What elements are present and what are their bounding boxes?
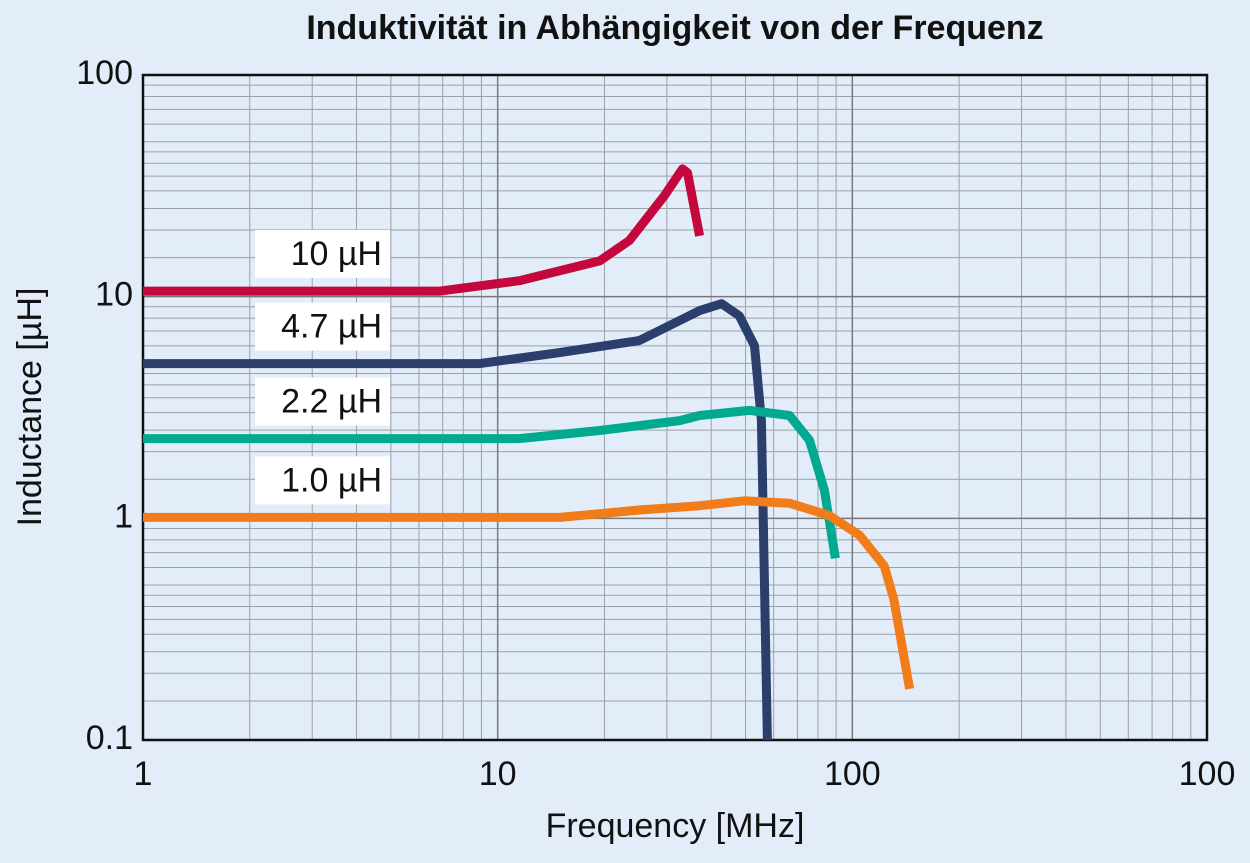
- y-tick-label: 0.1: [86, 719, 133, 757]
- y-axis-label: Inductance [µH]: [11, 288, 49, 527]
- x-axis-label: Frequency [MHz]: [546, 807, 805, 845]
- y-tick-label: 1: [114, 497, 133, 535]
- series-line: [143, 164, 705, 296]
- x-tick-label: 100: [1179, 755, 1236, 793]
- series-label-box: [255, 302, 390, 351]
- series-label: 4.7 µH: [281, 308, 382, 346]
- series-label: 2.2 µH: [281, 383, 382, 421]
- x-tick-label: 100: [824, 755, 881, 793]
- series-label: 1.0 µH: [281, 461, 382, 499]
- series-label-box: [255, 377, 390, 426]
- x-tick-label: 1: [134, 755, 153, 793]
- x-tick-label: 10: [479, 755, 517, 793]
- series-label-box: [255, 456, 390, 505]
- y-tick-label: 10: [95, 276, 133, 314]
- plot-frame: [141, 73, 1209, 742]
- series-line: [143, 299, 772, 741]
- series-label-box: [255, 230, 390, 279]
- series-line: [143, 405, 840, 560]
- y-tick-label: 100: [76, 54, 133, 92]
- series-label: 10 µH: [291, 235, 382, 273]
- chart-title: Induktivität in Abhängigkeit von der Fre…: [306, 9, 1043, 47]
- series-line: [143, 496, 915, 690]
